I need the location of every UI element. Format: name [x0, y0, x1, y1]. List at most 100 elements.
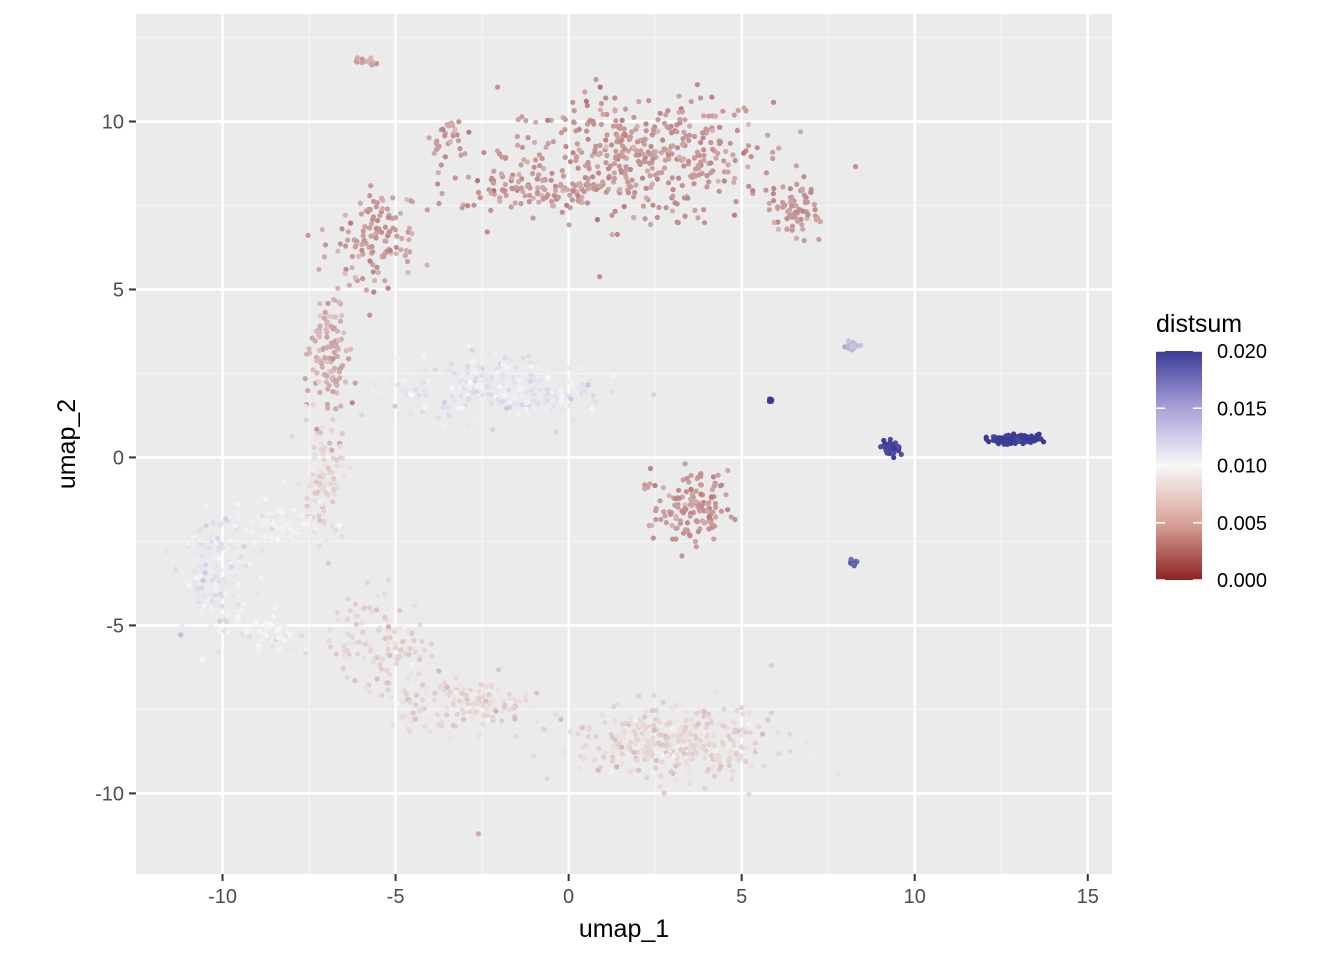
data-point: [248, 529, 254, 535]
data-point: [688, 486, 694, 492]
data-point: [357, 200, 363, 206]
data-point: [705, 715, 711, 721]
data-point: [794, 766, 800, 772]
data-point: [643, 709, 649, 715]
data-point: [310, 367, 316, 373]
data-point: [498, 171, 504, 177]
data-point: [569, 197, 575, 203]
data-point: [589, 405, 595, 411]
data-point: [541, 166, 547, 172]
data-point: [589, 754, 595, 760]
data-point: [603, 189, 609, 195]
data-point: [258, 630, 264, 636]
data-point: [695, 721, 701, 727]
data-point: [785, 209, 791, 215]
data-point: [719, 482, 725, 488]
data-point: [348, 220, 354, 226]
data-point: [401, 378, 407, 384]
data-point: [352, 640, 358, 646]
data-point: [692, 538, 699, 545]
data-point: [986, 439, 992, 445]
data-point: [799, 222, 805, 228]
data-point: [322, 355, 328, 361]
data-point: [553, 187, 559, 194]
data-point: [459, 707, 465, 713]
data-point: [763, 170, 770, 176]
data-point: [459, 390, 465, 396]
data-point: [766, 200, 773, 206]
data-point: [214, 535, 221, 542]
data-point: [307, 529, 313, 535]
data-point: [347, 607, 353, 613]
data-point: [667, 742, 673, 748]
data-point: [277, 646, 283, 652]
data-point: [712, 113, 719, 119]
data-point: [593, 76, 599, 83]
data-point: [718, 763, 724, 770]
data-point: [474, 395, 481, 401]
data-point: [488, 207, 494, 213]
data-point: [315, 356, 321, 362]
data-point: [337, 604, 343, 610]
data-point: [206, 532, 212, 538]
data-point: [572, 393, 578, 399]
data-point: [713, 756, 720, 763]
data-point: [331, 491, 337, 497]
data-point: [422, 404, 428, 410]
data-point: [400, 639, 406, 645]
data-point: [341, 648, 348, 654]
data-point: [673, 496, 679, 502]
data-point: [519, 144, 526, 150]
data-point: [636, 159, 642, 166]
data-point: [615, 749, 621, 755]
data-point: [203, 523, 209, 529]
data-point: [656, 719, 662, 725]
data-point: [368, 609, 375, 615]
data-point: [321, 254, 327, 260]
data-point: [197, 527, 203, 533]
data-point: [327, 440, 333, 446]
data-point: [385, 624, 392, 630]
data-point: [235, 516, 241, 522]
data-point: [404, 387, 410, 393]
data-point: [647, 741, 653, 747]
data-point: [750, 188, 756, 194]
data-point: [550, 397, 557, 403]
data-point: [663, 520, 669, 526]
data-point: [460, 380, 467, 387]
data-point: [196, 593, 202, 599]
data-point: [704, 508, 710, 514]
data-point: [560, 173, 567, 179]
data-point: [368, 221, 375, 227]
data-point: [216, 627, 223, 633]
data-point: [325, 405, 331, 411]
data-point: [339, 431, 345, 437]
data-point: [507, 695, 513, 701]
data-point: [436, 668, 442, 674]
data-point: [701, 113, 707, 119]
data-point: [406, 225, 412, 231]
data-point: [565, 365, 572, 371]
data-point: [435, 181, 441, 187]
data-point: [361, 655, 367, 662]
data-point: [419, 409, 426, 415]
data-point: [716, 188, 722, 194]
data-point: [670, 536, 676, 542]
data-point: [610, 373, 616, 379]
data-point: [397, 625, 403, 631]
data-point: [785, 752, 791, 758]
data-point: [393, 626, 399, 632]
data-point: [771, 99, 777, 105]
data-point: [468, 692, 474, 698]
data-point: [335, 346, 341, 352]
data-point: [323, 479, 330, 485]
data-point: [329, 447, 335, 453]
data-point: [705, 711, 712, 717]
data-point: [680, 510, 687, 516]
data-point: [337, 318, 344, 324]
data-point: [533, 119, 539, 125]
data-point: [320, 451, 326, 457]
x-axis: -10 -5 0 5 10 15: [208, 874, 1099, 908]
data-point: [200, 594, 206, 601]
data-point: [773, 716, 779, 722]
